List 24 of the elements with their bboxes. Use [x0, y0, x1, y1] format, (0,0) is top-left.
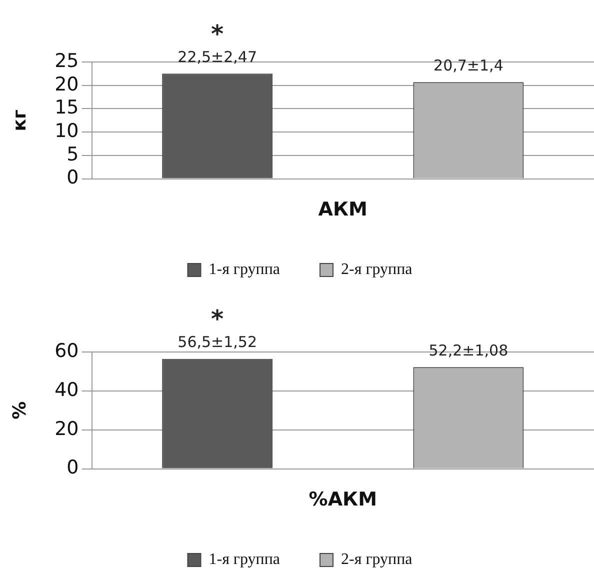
data-label: 22,5±2,47 [178, 48, 258, 66]
text: * [211, 305, 224, 334]
text: * [211, 20, 224, 48]
y-tick-label: 0 [66, 166, 79, 189]
data-label: 52,2±1,08 [428, 342, 508, 360]
y-tick-label: 0 [66, 456, 79, 479]
y-tick-label: 20 [54, 418, 79, 440]
y-tick-label: 25 [54, 50, 79, 72]
data-label: 20,7±1,4 [434, 56, 504, 74]
legend-label: 2-я группа [341, 551, 412, 568]
x-axis-title: %АКМ [308, 488, 377, 511]
y-tick-label: 15 [54, 96, 79, 119]
legend-label: 1-я группа [208, 551, 280, 568]
y-tick-label: 60 [54, 340, 79, 362]
legend-label: 1-я группа [208, 261, 280, 278]
data-label: 56,5±1,52 [178, 333, 258, 352]
legend-label: 2-я группа [341, 261, 412, 278]
y-tick-label: 10 [54, 120, 79, 142]
y-axis-title: % [9, 401, 30, 420]
y-axis-title: кг [9, 110, 30, 132]
y-tick-label: 40 [54, 378, 79, 401]
y-tick-label: 20 [54, 73, 79, 96]
y-tick-label: 5 [66, 143, 79, 166]
x-axis-title: АКМ [318, 198, 368, 221]
